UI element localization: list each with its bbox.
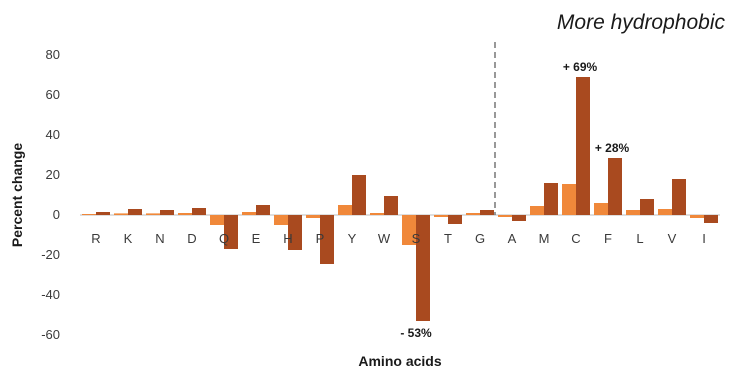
bar-K-series-1 xyxy=(114,213,128,215)
bar-C-series-1 xyxy=(562,184,576,215)
bar-Q-series-2 xyxy=(224,215,238,249)
bar-D-series-2 xyxy=(192,208,206,215)
category-label-W: W xyxy=(378,231,391,246)
bar-A-series-2 xyxy=(512,215,526,221)
bar-Y-series-2 xyxy=(352,175,366,215)
bar-Q-series-1 xyxy=(210,215,224,225)
category-label-A: A xyxy=(508,231,517,246)
y-axis-title: Percent change xyxy=(9,143,25,247)
y-tick-label: 20 xyxy=(46,167,60,182)
category-label-E: E xyxy=(252,231,261,246)
annotation-C: + 69% xyxy=(563,60,598,74)
bar-W-series-1 xyxy=(370,213,384,215)
category-label-S: S xyxy=(412,231,421,246)
category-label-P: P xyxy=(316,231,325,246)
bar-W-series-2 xyxy=(384,196,398,215)
bar-N-series-2 xyxy=(160,210,174,215)
y-tick-label: -60 xyxy=(41,327,60,342)
y-tick-label: 80 xyxy=(46,47,60,62)
annotations: + 69% + 28% - 53% xyxy=(400,60,629,340)
bar-T-series-2 xyxy=(448,215,462,224)
bar-G-series-2 xyxy=(480,210,494,215)
bar-P-series-1 xyxy=(306,215,320,218)
bar-M-series-2 xyxy=(544,183,558,215)
category-label-F: F xyxy=(604,231,612,246)
bar-V-series-1 xyxy=(658,209,672,215)
bar-H-series-2 xyxy=(288,215,302,250)
bar-E-series-1 xyxy=(242,212,256,215)
bar-I-series-2 xyxy=(704,215,718,223)
y-tick-label: -20 xyxy=(41,247,60,262)
y-tick-label: 60 xyxy=(46,87,60,102)
y-axis-ticks: -60 -40 -20 0 20 40 60 80 xyxy=(41,47,60,342)
category-label-M: M xyxy=(539,231,550,246)
category-label-H: H xyxy=(283,231,292,246)
bar-V-series-2 xyxy=(672,179,686,215)
bar-K-series-2 xyxy=(128,209,142,215)
bar-A-series-1 xyxy=(498,215,512,217)
bar-H-series-1 xyxy=(274,215,288,225)
annotation-S: - 53% xyxy=(400,326,432,340)
x-axis-title: Amino acids xyxy=(358,353,441,369)
bar-T-series-1 xyxy=(434,215,448,217)
bar-L-series-2 xyxy=(640,199,654,215)
y-tick-label: -40 xyxy=(41,287,60,302)
bar-S-series-2 xyxy=(416,215,430,321)
category-label-I: I xyxy=(702,231,706,246)
bar-G-series-1 xyxy=(466,213,480,215)
bar-M-series-1 xyxy=(530,206,544,215)
bar-series xyxy=(82,77,718,321)
category-label-Q: Q xyxy=(219,231,229,246)
y-tick-label: 40 xyxy=(46,127,60,142)
bar-F-series-1 xyxy=(594,203,608,215)
bar-L-series-1 xyxy=(626,210,640,215)
category-label-V: V xyxy=(668,231,677,246)
bar-F-series-2 xyxy=(608,158,622,215)
category-label-Y: Y xyxy=(348,231,357,246)
category-label-T: T xyxy=(444,231,452,246)
y-tick-label: 0 xyxy=(53,207,60,222)
region-label: More hydrophobic xyxy=(557,11,726,34)
category-label-G: G xyxy=(475,231,485,246)
bar-P-series-2 xyxy=(320,215,334,264)
annotation-F: + 28% xyxy=(595,141,630,155)
bar-R-series-1 xyxy=(82,214,96,215)
category-label-K: K xyxy=(124,231,133,246)
bar-I-series-1 xyxy=(690,215,704,218)
bar-N-series-1 xyxy=(146,213,160,215)
bar-S-series-1 xyxy=(402,215,416,245)
category-label-R: R xyxy=(91,231,100,246)
bar-R-series-2 xyxy=(96,212,110,215)
category-label-D: D xyxy=(187,231,196,246)
category-label-N: N xyxy=(155,231,164,246)
category-label-L: L xyxy=(636,231,643,246)
bar-D-series-1 xyxy=(178,213,192,215)
bar-C-series-2 xyxy=(576,77,590,215)
bar-E-series-2 xyxy=(256,205,270,215)
category-label-C: C xyxy=(571,231,580,246)
bar-Y-series-1 xyxy=(338,205,352,215)
